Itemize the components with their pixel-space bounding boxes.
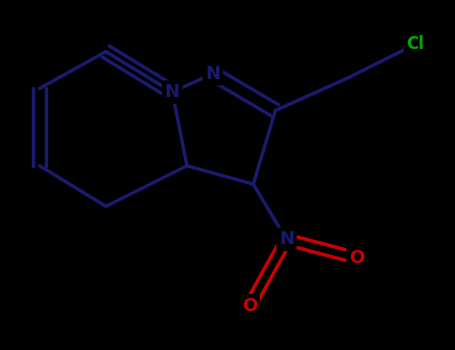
Text: N: N bbox=[279, 230, 294, 248]
Text: O: O bbox=[349, 249, 364, 267]
Text: O: O bbox=[242, 297, 257, 315]
Text: Cl: Cl bbox=[406, 35, 425, 53]
Text: N: N bbox=[165, 83, 180, 101]
Text: N: N bbox=[205, 65, 220, 83]
